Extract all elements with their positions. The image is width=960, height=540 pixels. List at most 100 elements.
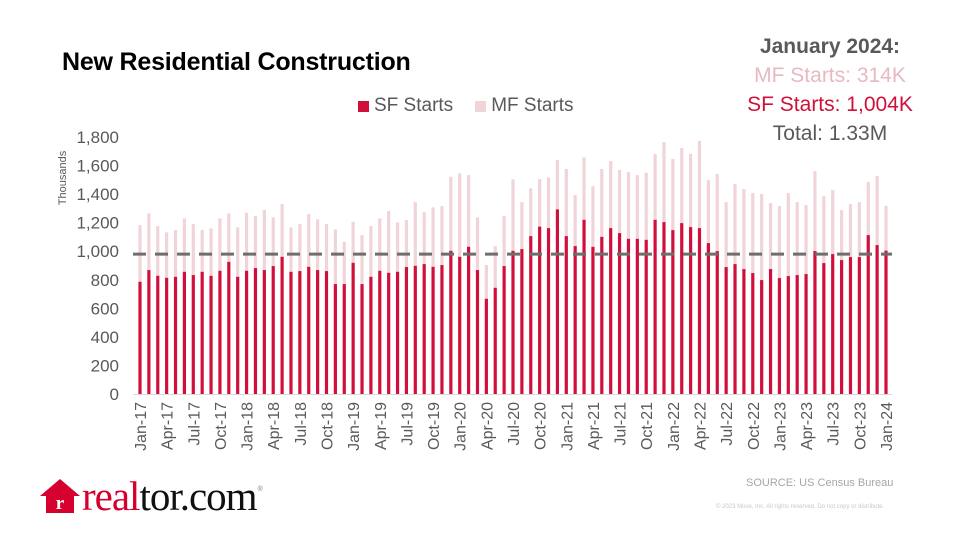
bar-mf-starts: [191, 224, 195, 276]
bar-mf-starts: [244, 212, 249, 271]
bar-mf-starts: [733, 184, 737, 265]
bar-mf-starts: [449, 176, 453, 251]
bar-sf-starts: [795, 275, 799, 394]
y-tick-label: 600: [91, 299, 119, 318]
bar-mf-starts: [458, 173, 462, 257]
bar-mf-starts: [600, 168, 604, 237]
x-tick-label: Apr-23: [799, 402, 816, 450]
x-tick-label: Apr-20: [479, 402, 496, 450]
y-tick-label: 1,000: [76, 242, 119, 261]
legend-item-mf: MF Starts: [475, 95, 574, 117]
bar-mf-starts: [644, 172, 648, 240]
bar-sf-starts: [227, 261, 231, 394]
callout-mf-starts: MF Starts: 314K: [754, 64, 906, 87]
bar-sf-starts: [680, 223, 684, 394]
logo-text-red: real: [82, 473, 140, 519]
bar-mf-starts: [813, 171, 817, 252]
bar-sf-starts: [520, 249, 524, 394]
bar-sf-starts: [404, 267, 409, 394]
bars-group: [138, 140, 888, 394]
bar-sf-starts: [413, 265, 417, 394]
bar-sf-starts: [511, 250, 515, 394]
x-tick-label: Jul-22: [719, 402, 736, 446]
y-axis-label: Thousands: [57, 150, 69, 205]
bar-sf-starts: [458, 256, 462, 394]
bar-mf-starts: [475, 217, 480, 271]
bar-sf-starts: [706, 243, 710, 394]
bar-sf-starts: [626, 238, 631, 394]
bar-sf-starts: [564, 236, 568, 394]
bar-mf-starts: [582, 157, 586, 220]
bar-sf-starts: [182, 271, 187, 394]
bar-sf-starts: [262, 270, 266, 394]
x-tick-label: Jan-20: [453, 402, 470, 451]
x-tick-label: Jul-23: [826, 402, 843, 446]
bar-sf-starts: [822, 263, 826, 394]
x-tick-label: Oct-21: [639, 402, 656, 450]
bar-mf-starts: [307, 214, 311, 267]
bar-mf-starts: [200, 230, 204, 272]
bar-mf-starts: [253, 215, 258, 269]
x-tick-label: Jan-17: [133, 402, 150, 451]
y-tick-label: 400: [91, 328, 119, 347]
bar-sf-starts: [591, 246, 595, 394]
x-tick-label: Jul-20: [506, 402, 523, 446]
bar-sf-starts: [333, 284, 337, 394]
bar-sf-starts: [191, 275, 195, 394]
bar-mf-starts: [333, 229, 337, 285]
bar-mf-starts: [609, 160, 613, 229]
bar-mf-starts: [839, 210, 844, 261]
bar-sf-starts: [635, 238, 639, 394]
bar-mf-starts: [351, 221, 355, 263]
bar-mf-starts: [493, 246, 497, 288]
bar-sf-starts: [733, 264, 737, 394]
bar-mf-starts: [182, 218, 187, 272]
x-tick-label: Jan-19: [346, 402, 363, 451]
bar-sf-starts: [884, 250, 888, 394]
bar-mf-starts: [466, 175, 471, 247]
bar-mf-starts: [218, 218, 222, 271]
bar-sf-starts: [617, 233, 622, 394]
x-tick-label: Oct-19: [426, 402, 443, 450]
x-tick-label: Oct-22: [746, 402, 763, 450]
x-tick-label: Jul-21: [613, 402, 630, 446]
bar-sf-starts: [209, 275, 213, 394]
bar-mf-starts: [173, 230, 178, 277]
x-tick-label: Apr-22: [693, 402, 710, 450]
chart-title: New Residential Construction: [62, 48, 411, 76]
bar-mf-starts: [209, 228, 213, 276]
copyright-note: © 2023 Move, Inc. All rights reserved. D…: [716, 504, 885, 510]
bar-mf-starts: [635, 175, 639, 239]
callout-total: Total: 1.33M: [772, 122, 888, 145]
bar-mf-starts: [404, 220, 409, 268]
bar-sf-starts: [378, 270, 382, 394]
bar-sf-starts: [475, 270, 480, 394]
y-tick-label: 0: [110, 385, 119, 404]
bar-mf-starts: [626, 171, 631, 239]
bar-mf-starts: [289, 227, 293, 272]
house-icon: r: [40, 479, 80, 514]
chart-legend: SF Starts MF Starts: [358, 95, 596, 117]
bar-mf-starts: [378, 218, 382, 271]
x-tick-label: Jul-17: [186, 402, 203, 446]
bar-sf-starts: [395, 271, 400, 394]
bar-mf-starts: [413, 202, 417, 266]
x-tick-label: Apr-17: [160, 402, 177, 450]
bar-sf-starts: [253, 268, 258, 394]
bar-sf-starts: [244, 270, 249, 394]
bar-mf-starts: [689, 153, 693, 228]
x-tick-label: Oct-23: [852, 402, 869, 450]
bar-sf-starts: [715, 251, 719, 394]
bar-sf-starts: [449, 250, 453, 394]
bar-sf-starts: [387, 272, 391, 394]
bar-mf-starts: [236, 227, 240, 277]
y-tick-label: 1,200: [76, 214, 119, 233]
bar-sf-starts: [751, 273, 755, 394]
bar-mf-starts: [680, 147, 684, 224]
bar-sf-starts: [289, 271, 293, 394]
y-tick-label: 800: [91, 271, 119, 290]
x-tick-label: Oct-17: [213, 402, 230, 450]
bar-sf-starts: [298, 271, 302, 394]
bar-mf-starts: [520, 202, 524, 250]
